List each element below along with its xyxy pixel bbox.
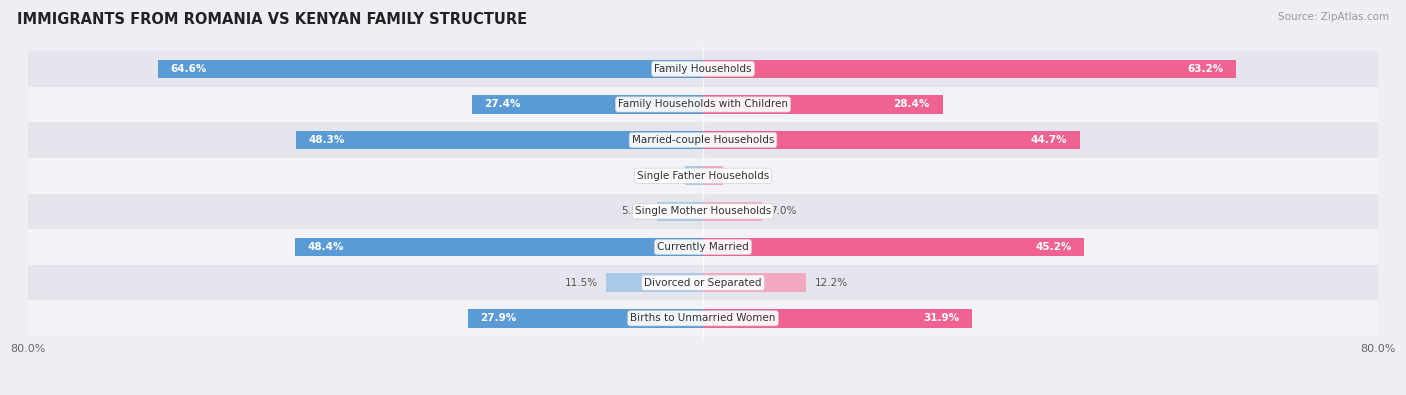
Text: 2.1%: 2.1% bbox=[651, 171, 676, 181]
Text: Family Households: Family Households bbox=[654, 64, 752, 74]
Bar bbox=[28, 122, 1378, 158]
Text: Divorced or Separated: Divorced or Separated bbox=[644, 278, 762, 288]
Bar bbox=[703, 95, 942, 114]
Text: Single Mother Households: Single Mother Households bbox=[636, 206, 770, 216]
Text: 28.4%: 28.4% bbox=[894, 100, 929, 109]
Text: 2.4%: 2.4% bbox=[731, 171, 758, 181]
Bar bbox=[657, 202, 703, 221]
Bar bbox=[28, 158, 1378, 194]
Bar bbox=[28, 194, 1378, 229]
Text: Family Households with Children: Family Households with Children bbox=[619, 100, 787, 109]
Bar bbox=[295, 131, 703, 149]
Legend: Immigrants from Romania, Kenyan: Immigrants from Romania, Kenyan bbox=[567, 393, 839, 395]
Text: 44.7%: 44.7% bbox=[1031, 135, 1067, 145]
Bar bbox=[28, 301, 1378, 336]
Bar bbox=[703, 131, 1080, 149]
Text: 27.4%: 27.4% bbox=[485, 100, 522, 109]
Bar bbox=[703, 166, 723, 185]
Bar bbox=[28, 265, 1378, 301]
Text: IMMIGRANTS FROM ROMANIA VS KENYAN FAMILY STRUCTURE: IMMIGRANTS FROM ROMANIA VS KENYAN FAMILY… bbox=[17, 12, 527, 27]
Bar bbox=[685, 166, 703, 185]
Text: 27.9%: 27.9% bbox=[481, 313, 516, 324]
Bar bbox=[157, 60, 703, 78]
Text: Married-couple Households: Married-couple Households bbox=[631, 135, 775, 145]
Text: 11.5%: 11.5% bbox=[564, 278, 598, 288]
Text: 12.2%: 12.2% bbox=[814, 278, 848, 288]
Bar bbox=[703, 60, 1236, 78]
Bar bbox=[703, 238, 1084, 256]
Text: Births to Unmarried Women: Births to Unmarried Women bbox=[630, 313, 776, 324]
Bar bbox=[28, 229, 1378, 265]
Bar bbox=[606, 273, 703, 292]
Bar bbox=[28, 87, 1378, 122]
Bar bbox=[468, 309, 703, 327]
Bar bbox=[472, 95, 703, 114]
Bar bbox=[28, 51, 1378, 87]
Text: 31.9%: 31.9% bbox=[924, 313, 959, 324]
Bar bbox=[703, 273, 806, 292]
Text: 5.5%: 5.5% bbox=[621, 206, 648, 216]
Text: Source: ZipAtlas.com: Source: ZipAtlas.com bbox=[1278, 12, 1389, 22]
Text: 7.0%: 7.0% bbox=[770, 206, 797, 216]
Text: Currently Married: Currently Married bbox=[657, 242, 749, 252]
Text: 48.4%: 48.4% bbox=[308, 242, 344, 252]
Text: 45.2%: 45.2% bbox=[1035, 242, 1071, 252]
Bar bbox=[703, 309, 972, 327]
Bar bbox=[295, 238, 703, 256]
Text: Single Father Households: Single Father Households bbox=[637, 171, 769, 181]
Text: 48.3%: 48.3% bbox=[308, 135, 344, 145]
Text: 63.2%: 63.2% bbox=[1187, 64, 1223, 74]
Text: 64.6%: 64.6% bbox=[170, 64, 207, 74]
Bar bbox=[703, 202, 762, 221]
